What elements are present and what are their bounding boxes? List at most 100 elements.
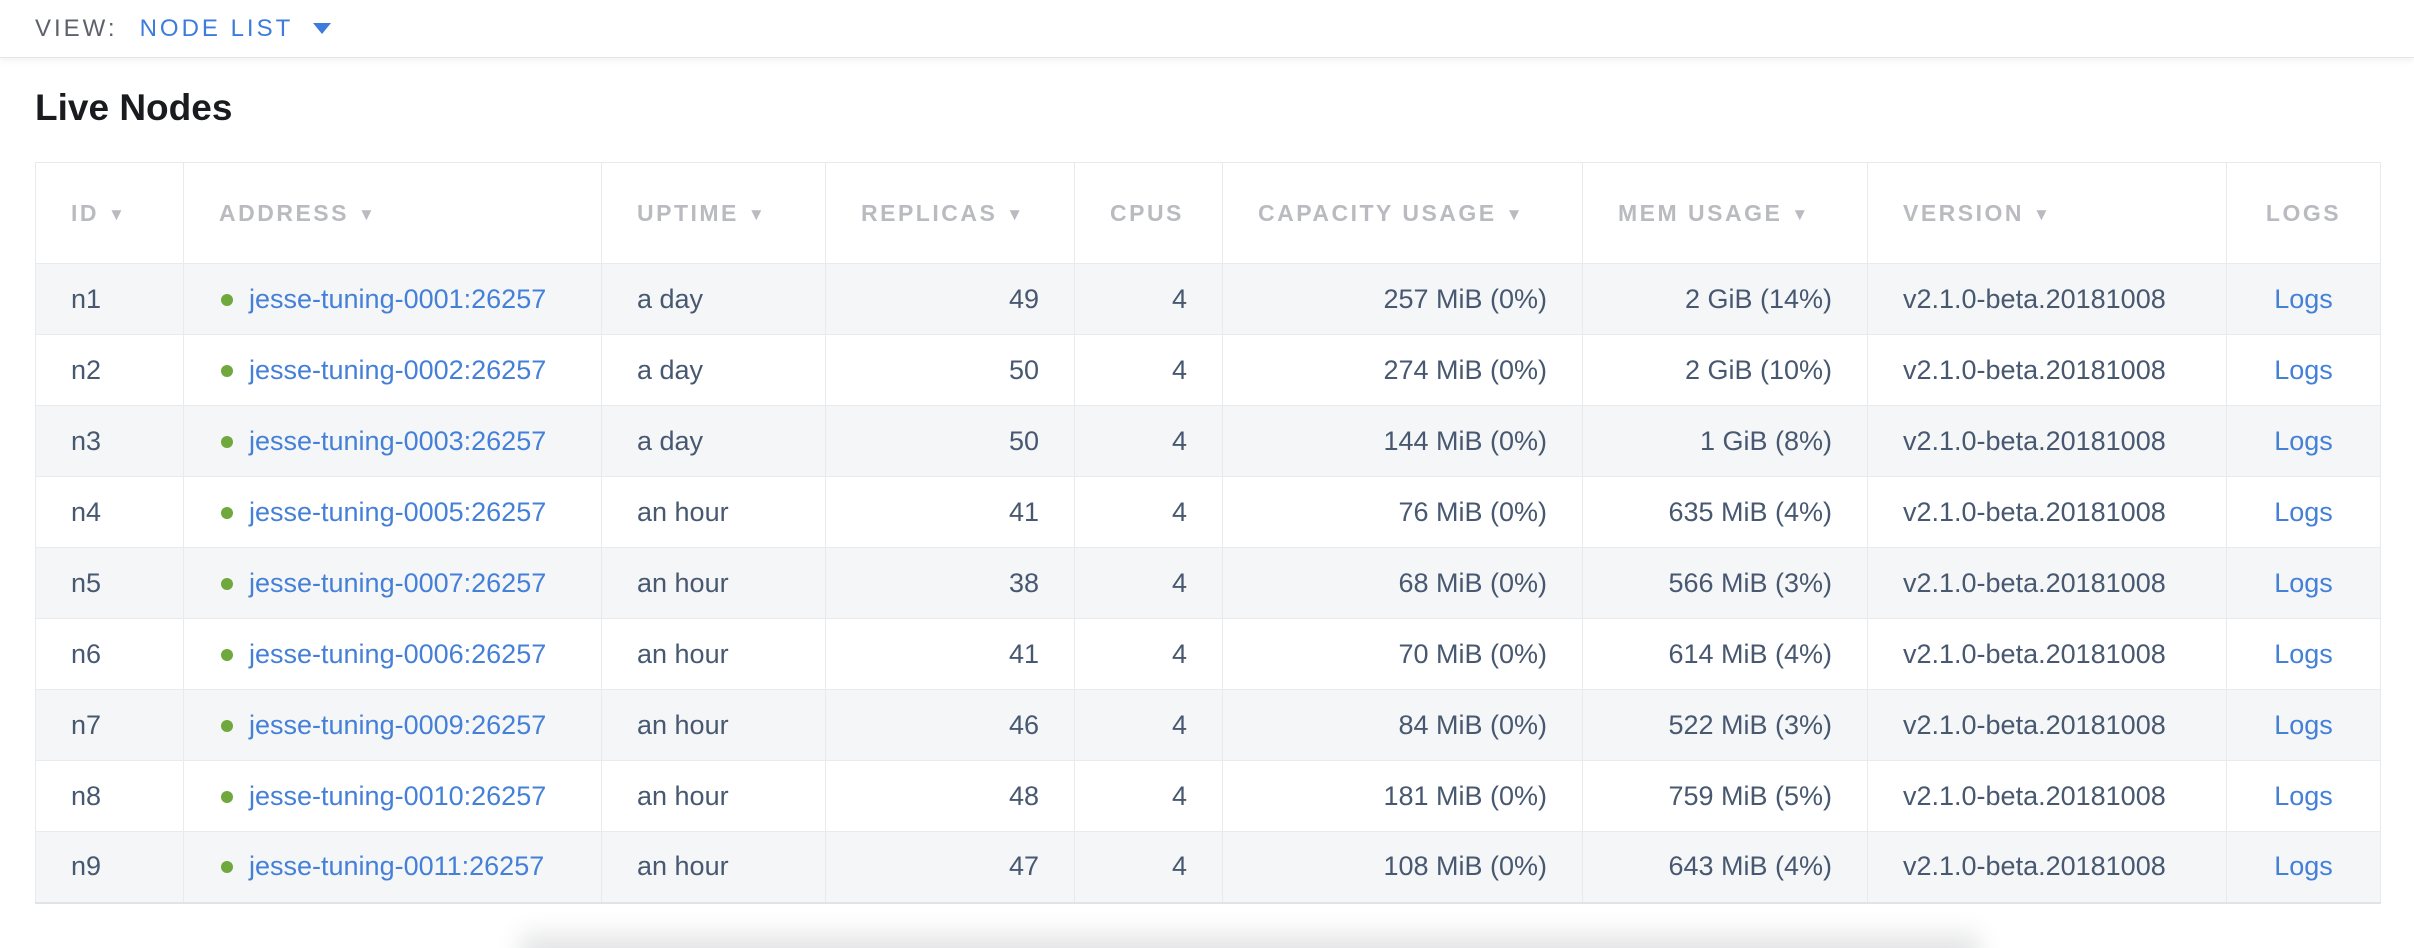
- table-row: n1 jesse-tuning-0001:26257 a day 49 4 25…: [35, 263, 2381, 335]
- cell-replicas: 49: [825, 263, 1075, 335]
- cell-version: v2.1.0-beta.20181008: [1867, 334, 2227, 406]
- view-label: VIEW:: [35, 14, 118, 42]
- cell-address: jesse-tuning-0003:26257: [183, 405, 602, 477]
- node-address-link[interactable]: jesse-tuning-0003:26257: [249, 425, 547, 456]
- cell-uptime: an hour: [601, 547, 826, 619]
- cell-node-id: n7: [35, 689, 184, 761]
- node-address-link[interactable]: jesse-tuning-0007:26257: [249, 567, 547, 598]
- cell-cpus: 4: [1074, 334, 1223, 406]
- cell-node-id: n4: [35, 476, 184, 548]
- cell-node-id: n1: [35, 263, 184, 335]
- node-live-status-icon: [221, 577, 233, 590]
- live-nodes-section: Live Nodes ID ▼ ADDRESS ▼ UPTIME ▼ REPLICAS…: [0, 58, 2414, 904]
- node-logs-link[interactable]: Logs: [2274, 638, 2333, 669]
- cell-logs: Logs: [2226, 334, 2381, 406]
- column-header-mem-usage[interactable]: MEM USAGE ▼: [1582, 162, 1868, 264]
- sort-descending-icon: ▼: [1006, 204, 1026, 224]
- cell-replicas: 47: [825, 831, 1075, 903]
- table-row: n6 jesse-tuning-0006:26257 an hour 41 4 …: [35, 618, 2381, 690]
- cell-logs: Logs: [2226, 618, 2381, 690]
- node-address-link[interactable]: jesse-tuning-0001:26257: [249, 283, 547, 314]
- node-logs-link[interactable]: Logs: [2274, 425, 2333, 456]
- cell-logs: Logs: [2226, 263, 2381, 335]
- node-logs-link[interactable]: Logs: [2274, 283, 2333, 314]
- cell-address: jesse-tuning-0010:26257: [183, 760, 602, 832]
- node-address-link[interactable]: jesse-tuning-0005:26257: [249, 496, 547, 527]
- cell-version: v2.1.0-beta.20181008: [1867, 831, 2227, 903]
- cell-cpus: 4: [1074, 618, 1223, 690]
- node-live-status-icon: [221, 506, 233, 519]
- cell-capacity-usage: 84 MiB (0%): [1222, 689, 1583, 761]
- cell-address: jesse-tuning-0009:26257: [183, 689, 602, 761]
- cell-uptime: an hour: [601, 618, 826, 690]
- node-logs-link[interactable]: Logs: [2274, 780, 2333, 811]
- column-header-uptime[interactable]: UPTIME ▼: [601, 162, 826, 264]
- cell-replicas: 46: [825, 689, 1075, 761]
- node-address-link[interactable]: jesse-tuning-0010:26257: [249, 780, 547, 811]
- cell-capacity-usage: 257 MiB (0%): [1222, 263, 1583, 335]
- cell-uptime: a day: [601, 405, 826, 477]
- node-address-link[interactable]: jesse-tuning-0002:26257: [249, 354, 547, 385]
- view-selector-dropdown[interactable]: NODE LIST: [140, 15, 332, 43]
- cell-cpus: 4: [1074, 263, 1223, 335]
- cell-uptime: a day: [601, 334, 826, 406]
- node-live-status-icon: [221, 293, 233, 306]
- cell-replicas: 48: [825, 760, 1075, 832]
- cell-cpus: 4: [1074, 831, 1223, 903]
- cell-node-id: n3: [35, 405, 184, 477]
- cell-uptime: an hour: [601, 760, 826, 832]
- cell-replicas: 41: [825, 618, 1075, 690]
- view-selected-value: NODE LIST: [139, 14, 294, 42]
- table-row: n9 jesse-tuning-0011:26257 an hour 47 4 …: [35, 831, 2381, 903]
- node-address-link[interactable]: jesse-tuning-0009:26257: [249, 709, 547, 740]
- cell-version: v2.1.0-beta.20181008: [1867, 689, 2227, 761]
- cell-uptime: an hour: [601, 689, 826, 761]
- cell-replicas: 41: [825, 476, 1075, 548]
- node-logs-link[interactable]: Logs: [2274, 354, 2333, 385]
- cell-capacity-usage: 144 MiB (0%): [1222, 405, 1583, 477]
- cell-cpus: 4: [1074, 405, 1223, 477]
- node-logs-link[interactable]: Logs: [2274, 851, 2333, 882]
- cell-version: v2.1.0-beta.20181008: [1867, 476, 2227, 548]
- node-table-body: n1 jesse-tuning-0001:26257 a day 49 4 25…: [35, 263, 2381, 903]
- chevron-down-icon: [313, 23, 332, 34]
- cell-logs: Logs: [2226, 405, 2381, 477]
- sort-descending-icon: ▼: [747, 204, 768, 224]
- cell-uptime: an hour: [601, 476, 826, 548]
- column-header-version[interactable]: VERSION ▼: [1867, 162, 2227, 264]
- cell-logs: Logs: [2226, 689, 2381, 761]
- cell-node-id: n2: [35, 334, 184, 406]
- column-header-address[interactable]: ADDRESS ▼: [183, 162, 602, 264]
- table-header-row: ID ▼ ADDRESS ▼ UPTIME ▼ REPLICAS ▼ CPUS CAPA…: [35, 162, 2381, 264]
- column-header-capacity-usage[interactable]: CAPACITY USAGE ▼: [1222, 162, 1583, 264]
- cell-mem-usage: 1 GiB (8%): [1582, 405, 1868, 477]
- node-logs-link[interactable]: Logs: [2274, 709, 2333, 740]
- table-row: n5 jesse-tuning-0007:26257 an hour 38 4 …: [35, 547, 2381, 619]
- table-row: n2 jesse-tuning-0002:26257 a day 50 4 27…: [35, 334, 2381, 406]
- node-logs-link[interactable]: Logs: [2274, 496, 2333, 527]
- cell-address: jesse-tuning-0002:26257: [183, 334, 602, 406]
- cell-capacity-usage: 68 MiB (0%): [1222, 547, 1583, 619]
- cell-cpus: 4: [1074, 689, 1223, 761]
- cell-version: v2.1.0-beta.20181008: [1867, 618, 2227, 690]
- cell-replicas: 38: [825, 547, 1075, 619]
- node-logs-link[interactable]: Logs: [2274, 567, 2333, 598]
- cell-mem-usage: 614 MiB (4%): [1582, 618, 1868, 690]
- sort-descending-icon: ▼: [1791, 204, 1811, 224]
- cell-uptime: an hour: [601, 831, 826, 903]
- column-header-logs: LOGS: [2226, 162, 2381, 264]
- column-header-id[interactable]: ID ▼: [35, 162, 184, 264]
- node-address-link[interactable]: jesse-tuning-0011:26257: [249, 851, 545, 882]
- node-live-status-icon: [221, 861, 233, 874]
- cell-uptime: a day: [601, 263, 826, 335]
- sort-descending-icon: ▼: [1505, 204, 1525, 224]
- cell-version: v2.1.0-beta.20181008: [1867, 405, 2227, 477]
- cell-version: v2.1.0-beta.20181008: [1867, 263, 2227, 335]
- cell-node-id: n5: [35, 547, 184, 619]
- cell-mem-usage: 635 MiB (4%): [1582, 476, 1868, 548]
- cell-replicas: 50: [825, 405, 1075, 477]
- cell-address: jesse-tuning-0011:26257: [183, 831, 602, 903]
- column-header-replicas[interactable]: REPLICAS ▼: [825, 162, 1075, 264]
- cell-node-id: n8: [35, 760, 184, 832]
- node-address-link[interactable]: jesse-tuning-0006:26257: [249, 638, 547, 669]
